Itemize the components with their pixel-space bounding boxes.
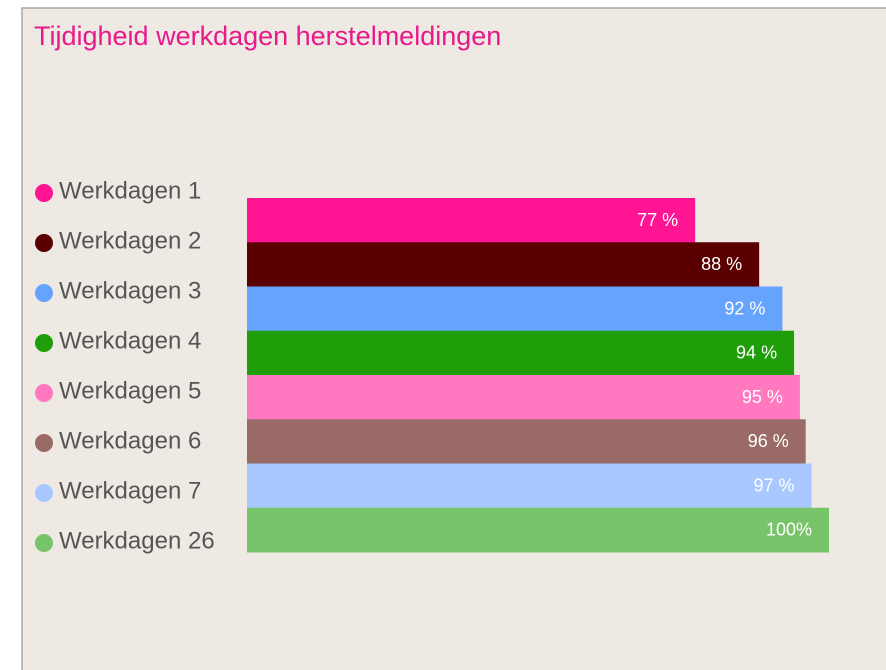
bar [247,330,795,376]
value-label: 95 % [742,387,783,407]
legend-marker [35,434,53,452]
value-label: 77 % [637,210,678,230]
legend-marker [35,334,53,352]
legend-label: Werkdagen 6 [59,427,201,454]
legend-label: Werkdagen 7 [59,477,201,504]
value-label: 100% [766,520,812,540]
bar [247,463,812,509]
legend-marker [35,384,53,402]
legend-label: Werkdagen 2 [59,227,201,254]
value-label: 92 % [724,298,765,318]
value-label: 88 % [701,254,742,274]
legend-marker [35,284,53,302]
legend-marker [35,534,53,552]
bar [247,198,696,243]
bar [247,242,760,287]
legend-label: Werkdagen 4 [59,327,201,354]
legend-label: Werkdagen 26 [59,527,215,554]
bar [247,375,800,420]
bar [247,419,806,464]
legend-marker [35,234,53,252]
bar [247,286,783,332]
value-label: 97 % [754,475,795,495]
value-label: 96 % [748,431,789,451]
legend-label: Werkdagen 5 [59,377,201,404]
bar [247,507,829,553]
value-label: 94 % [736,343,777,363]
chart-title: Tijdigheid werkdagen herstelmeldingen [34,21,501,51]
legend-marker [35,484,53,502]
legend-label: Werkdagen 1 [59,177,201,204]
legend-marker [35,184,53,202]
legend-label: Werkdagen 3 [59,277,201,304]
